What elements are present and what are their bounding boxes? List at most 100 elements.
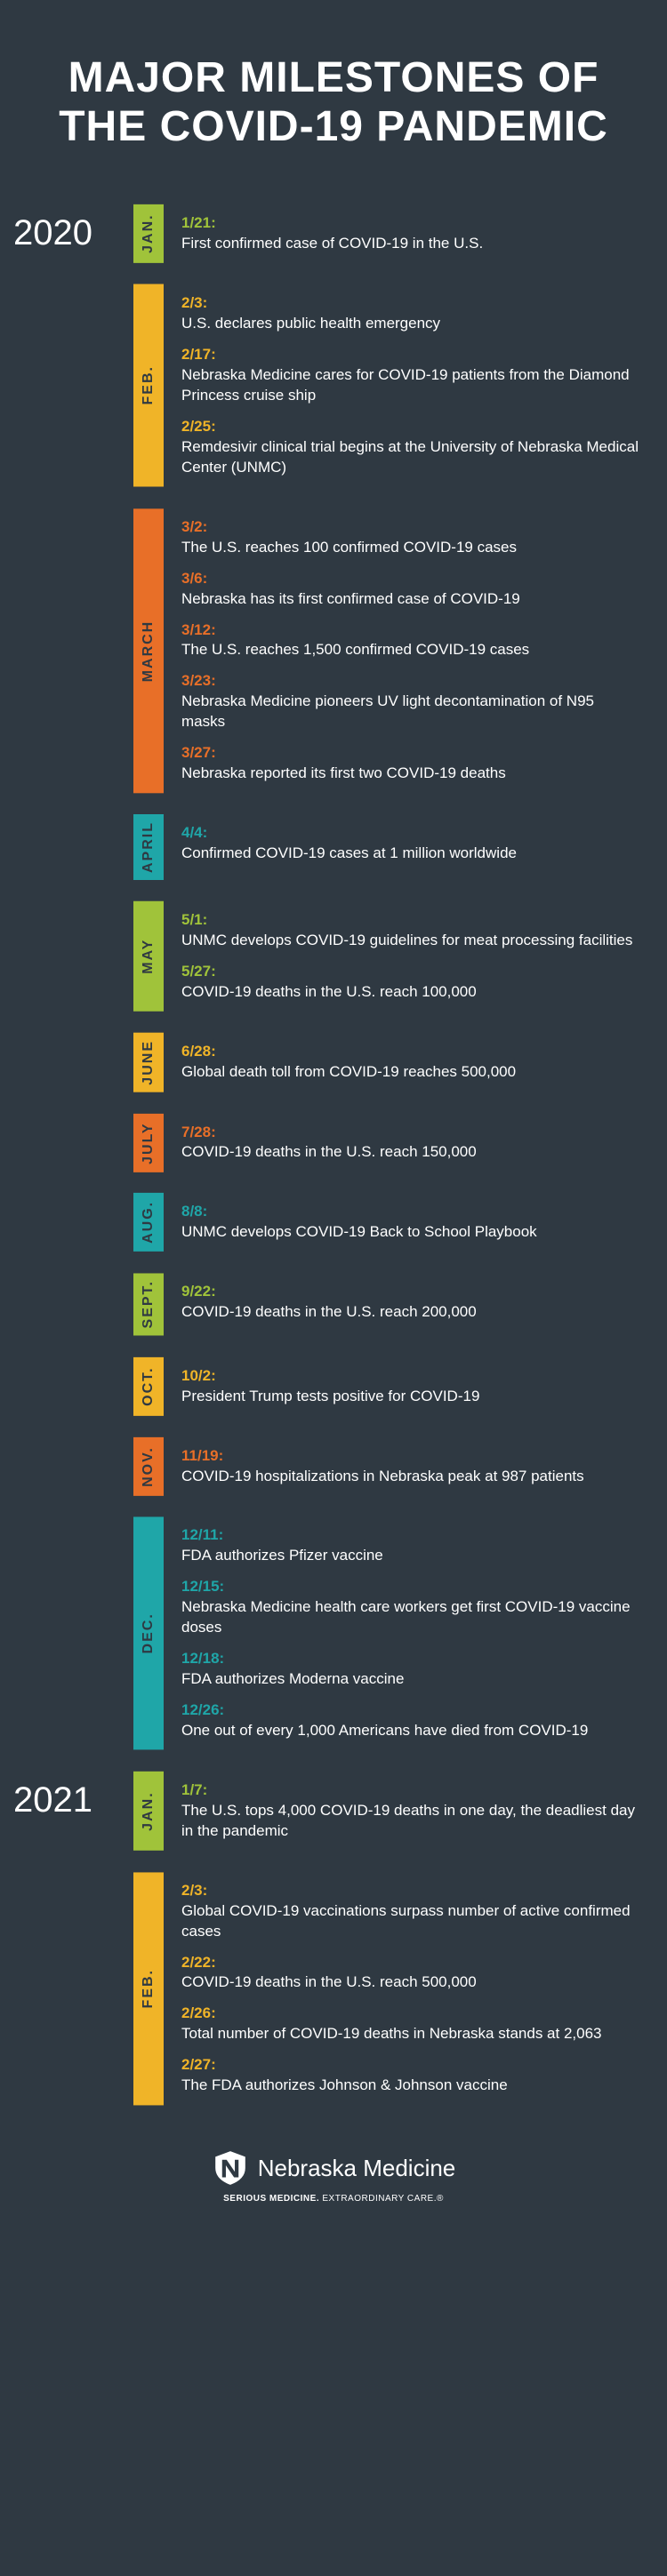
timeline-entry: 3/2:The U.S. reaches 100 confirmed COVID… [181, 517, 640, 558]
month-tab: SEPT. [133, 1273, 164, 1335]
year-label: 2020 [13, 213, 92, 253]
month-entries: 4/4:Confirmed COVID-19 cases at 1 millio… [164, 814, 640, 880]
entry-date: 1/7: [181, 1780, 640, 1801]
timeline-entry: 12/26:One out of every 1,000 Americans h… [181, 1700, 640, 1741]
timeline-entry: 12/15:Nebraska Medicine health care work… [181, 1577, 640, 1638]
entry-text: U.S. declares public health emergency [181, 314, 640, 334]
entry-date: 7/28: [181, 1123, 640, 1143]
entry-text: FDA authorizes Pfizer vaccine [181, 1546, 640, 1566]
entry-date: 12/11: [181, 1525, 640, 1546]
timeline-entry: 5/1:UNMC develops COVID-19 guidelines fo… [181, 910, 640, 951]
entry-date: 12/18: [181, 1649, 640, 1669]
entry-text: The U.S. reaches 1,500 confirmed COVID-1… [181, 640, 640, 660]
timeline-entry: 3/12:The U.S. reaches 1,500 confirmed CO… [181, 620, 640, 661]
month-block: FEB.2/3:U.S. declares public health emer… [133, 284, 640, 487]
month-entries: 11/19:COVID-19 hospitalizations in Nebra… [164, 1437, 640, 1496]
timeline-entry: 11/19:COVID-19 hospitalizations in Nebra… [181, 1446, 640, 1487]
month-entries: 3/2:The U.S. reaches 100 confirmed COVID… [164, 508, 640, 793]
month-tab: MARCH [133, 508, 164, 793]
timeline-entry: 2/3:U.S. declares public health emergenc… [181, 293, 640, 334]
entry-text: UNMC develops COVID-19 guidelines for me… [181, 931, 640, 951]
timeline-entry: 8/8:UNMC develops COVID-19 Back to Schoo… [181, 1202, 640, 1243]
month-block: AUG. 8/8:UNMC develops COVID-19 Back to S… [133, 1193, 640, 1252]
timeline-entry: 1/21:First confirmed case of COVID-19 in… [181, 213, 640, 254]
entry-text: COVID-19 deaths in the U.S. reach 500,00… [181, 1972, 640, 1993]
page-title: MAJOR MILESTONES OF THE COVID-19 PANDEMI… [27, 53, 640, 151]
year-label: 2021 [13, 1780, 92, 1820]
timeline-entry: 3/27:Nebraska reported its first two COV… [181, 743, 640, 784]
month-block: FEB.2/3:Global COVID-19 vaccinations sur… [133, 1872, 640, 2105]
month-tab: JUNE [133, 1033, 164, 1092]
entry-date: 3/2: [181, 517, 640, 538]
timeline-entry: 2/26:Total number of COVID-19 deaths in … [181, 2004, 640, 2044]
month-tab: NOV. [133, 1437, 164, 1496]
entry-date: 2/25: [181, 417, 640, 437]
timeline-entry: 2/27:The FDA authorizes Johnson & Johnso… [181, 2055, 640, 2096]
shield-n-icon [212, 2149, 249, 2187]
month-tab: JAN. [133, 1772, 164, 1851]
timeline-entry: 12/11:FDA authorizes Pfizer vaccine [181, 1525, 640, 1566]
entry-date: 3/12: [181, 620, 640, 641]
month-tab: DEC. [133, 1516, 164, 1749]
entry-date: 5/1: [181, 910, 640, 931]
entry-date: 12/15: [181, 1577, 640, 1597]
entry-date: 2/3: [181, 293, 640, 314]
month-entries: 7/28:COVID-19 deaths in the U.S. reach 1… [164, 1114, 640, 1172]
entry-text: Nebraska has its first confirmed case of… [181, 589, 640, 610]
timeline-entry: 2/3:Global COVID-19 vaccinations surpass… [181, 1881, 640, 1942]
timeline-entry: 2/17:Nebraska Medicine cares for COVID-1… [181, 345, 640, 406]
entry-date: 2/17: [181, 345, 640, 365]
month-block: MARCH 3/2:The U.S. reaches 100 confirmed … [133, 508, 640, 793]
timeline-entry: 12/18:FDA authorizes Moderna vaccine [181, 1649, 640, 1690]
month-tab: APRIL [133, 814, 164, 880]
footer: Nebraska Medicine SERIOUS MEDICINE. EXTR… [27, 2149, 640, 2204]
timeline-entry: 4/4:Confirmed COVID-19 cases at 1 millio… [181, 823, 640, 864]
entry-date: 5/27: [181, 962, 640, 982]
entry-date: 4/4: [181, 823, 640, 844]
entry-text: The FDA authorizes Johnson & Johnson vac… [181, 2076, 640, 2096]
entry-text: Global COVID-19 vaccinations surpass num… [181, 1901, 640, 1942]
entry-text: The U.S. tops 4,000 COVID-19 deaths in o… [181, 1801, 640, 1842]
month-entries: 10/2:President Trump tests positive for … [164, 1357, 640, 1416]
month-entries: 1/7:The U.S. tops 4,000 COVID-19 deaths … [164, 1772, 640, 1851]
entry-date: 11/19: [181, 1446, 640, 1467]
entry-text: Global death toll from COVID-19 reaches … [181, 1062, 640, 1083]
entry-text: COVID-19 deaths in the U.S. reach 150,00… [181, 1142, 640, 1163]
entry-date: 2/22: [181, 1953, 640, 1973]
timeline-entry: 6/28:Global death toll from COVID-19 rea… [181, 1042, 640, 1083]
entry-text: Nebraska reported its first two COVID-19… [181, 764, 640, 784]
timeline-entry: 3/6:Nebraska has its first confirmed cas… [181, 569, 640, 610]
entry-date: 6/28: [181, 1042, 640, 1062]
footer-logo: Nebraska Medicine [212, 2149, 456, 2187]
month-tab: AUG. [133, 1193, 164, 1252]
month-block: NOV. 11/19:COVID-19 hospitalizations in N… [133, 1437, 640, 1496]
timeline-entry: 2/25:Remdesivir clinical trial begins at… [181, 417, 640, 478]
entry-date: 2/3: [181, 1881, 640, 1901]
entry-date: 2/27: [181, 2055, 640, 2076]
timeline-entry: 5/27:COVID-19 deaths in the U.S. reach 1… [181, 962, 640, 1003]
entry-date: 3/23: [181, 671, 640, 692]
month-block: DEC.12/11:FDA authorizes Pfizer vaccine1… [133, 1516, 640, 1749]
month-entries: 8/8:UNMC develops COVID-19 Back to Schoo… [164, 1193, 640, 1252]
month-tab: OCT. [133, 1357, 164, 1416]
timeline-entry: 1/7:The U.S. tops 4,000 COVID-19 deaths … [181, 1780, 640, 1842]
timeline-entry: 9/22:COVID-19 deaths in the U.S. reach 2… [181, 1282, 640, 1323]
month-block: JAN. 1/21:First confirmed case of COVID-1… [133, 204, 640, 263]
timeline-entry: 10/2:President Trump tests positive for … [181, 1366, 640, 1407]
entry-text: President Trump tests positive for COVID… [181, 1387, 640, 1407]
timeline-entry: 7/28:COVID-19 deaths in the U.S. reach 1… [181, 1123, 640, 1164]
entry-text: Nebraska Medicine cares for COVID-19 pat… [181, 365, 640, 406]
entry-date: 9/22: [181, 1282, 640, 1302]
month-entries: 2/3:Global COVID-19 vaccinations surpass… [164, 1872, 640, 2105]
footer-brand: Nebraska Medicine [258, 2155, 456, 2182]
month-tab: JAN. [133, 204, 164, 263]
month-block: JUNE 6/28:Global death toll from COVID-19… [133, 1033, 640, 1092]
entry-date: 10/2: [181, 1366, 640, 1387]
entry-text: The U.S. reaches 100 confirmed COVID-19 … [181, 538, 640, 558]
month-tab: JULY [133, 1114, 164, 1172]
entry-text: COVID-19 hospitalizations in Nebraska pe… [181, 1467, 640, 1487]
month-block: JAN. 1/7:The U.S. tops 4,000 COVID-19 dea… [133, 1772, 640, 1851]
entry-date: 8/8: [181, 1202, 640, 1222]
entry-text: FDA authorizes Moderna vaccine [181, 1669, 640, 1690]
entry-date: 3/6: [181, 569, 640, 589]
